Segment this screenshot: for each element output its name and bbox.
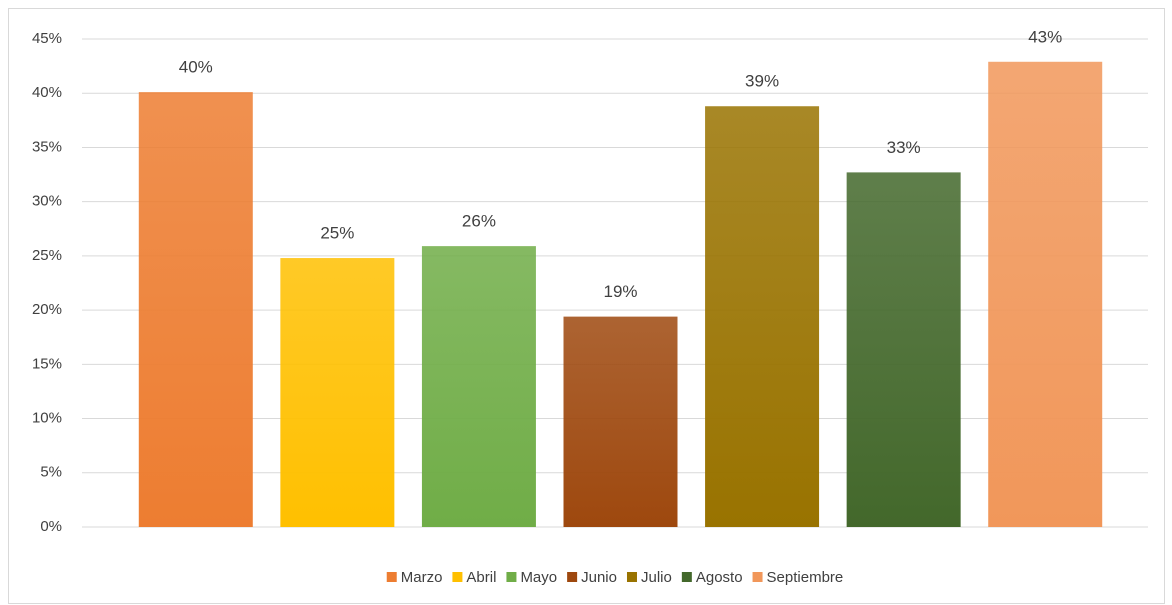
bar (421, 246, 536, 527)
bar (138, 92, 253, 527)
y-tick-label: 15% (32, 355, 62, 372)
y-tick-label: 40% (32, 84, 62, 101)
data-label: 19% (603, 282, 637, 301)
legend-label: Marzo (401, 569, 443, 586)
bar (705, 106, 820, 527)
data-label: 40% (179, 58, 213, 77)
data-label: 33% (887, 138, 921, 157)
data-label: 25% (320, 224, 354, 243)
legend-swatch (626, 572, 637, 582)
y-tick-label: 0% (40, 518, 62, 535)
legend-label: Mayo (520, 569, 557, 586)
legend-label: Julio (641, 569, 672, 586)
bar (846, 172, 961, 528)
y-tick-label: 10% (32, 410, 62, 427)
y-tick-label: 30% (32, 193, 62, 210)
legend-swatch (681, 572, 692, 582)
bar (563, 316, 678, 527)
y-tick-label: 25% (32, 247, 62, 264)
y-tick-label: 45% (32, 30, 62, 47)
chart-frame (8, 8, 1165, 604)
legend-swatch (752, 572, 763, 582)
legend-label: Junio (581, 569, 617, 586)
data-label: 39% (745, 72, 779, 91)
legend-label: Septiembre (767, 569, 844, 586)
data-label: 26% (462, 212, 496, 231)
y-tick-label: 5% (40, 464, 62, 481)
bar (280, 258, 395, 527)
y-tick-label: 20% (32, 301, 62, 318)
legend-label: Agosto (696, 569, 743, 586)
bar (988, 61, 1103, 527)
legend-swatch (386, 572, 397, 582)
legend-swatch (452, 572, 463, 582)
y-tick-label: 35% (32, 138, 62, 155)
legend-swatch (567, 572, 578, 582)
data-label: 43% (1028, 27, 1062, 46)
legend-label: Abril (466, 569, 496, 586)
legend-swatch (506, 572, 517, 582)
